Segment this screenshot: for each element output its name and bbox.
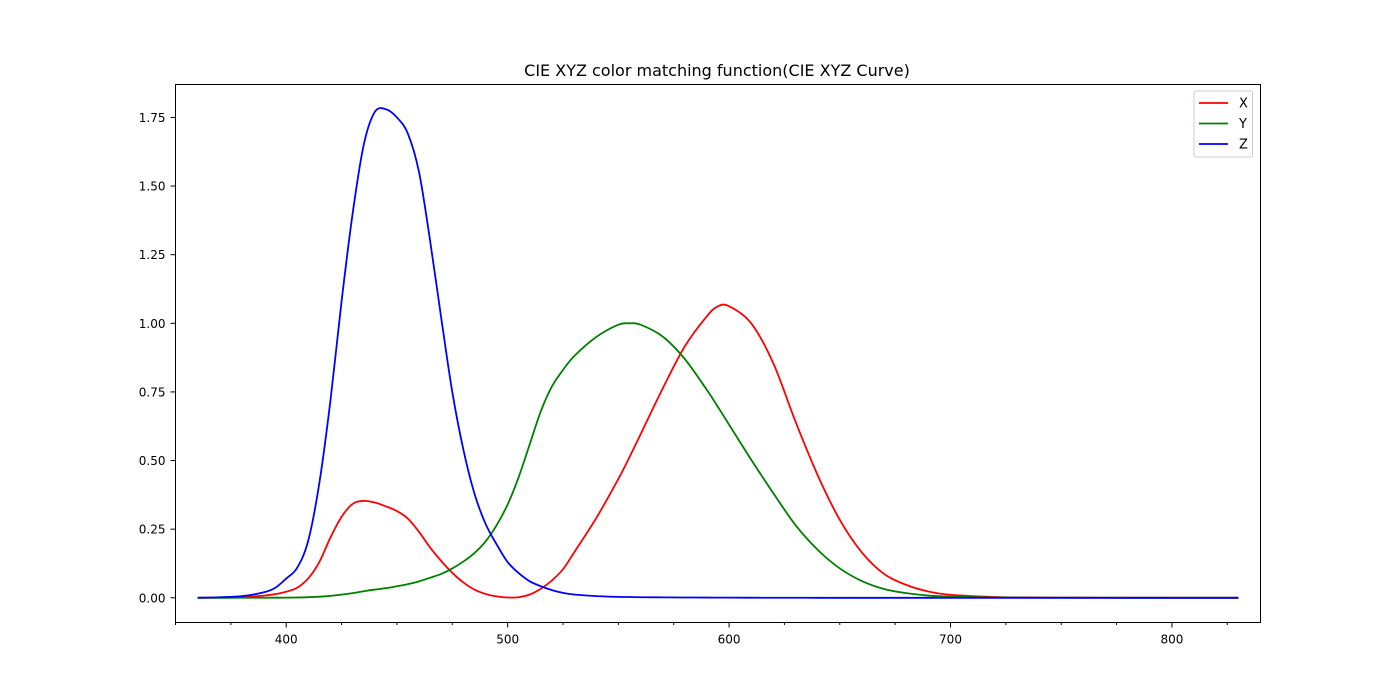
chart-title: CIE XYZ color matching function(CIE XYZ … xyxy=(524,61,910,80)
axes-frame xyxy=(175,84,1261,623)
series-line-x xyxy=(197,303,1239,599)
x-tick-label: 500 xyxy=(496,633,519,647)
x-tick-label: 600 xyxy=(718,633,741,647)
x-tick-label: 400 xyxy=(275,633,298,647)
legend: XYZ xyxy=(1193,90,1253,158)
series-line-z xyxy=(197,107,1239,599)
x-axis: 400 500 600 700 800 xyxy=(175,622,1228,647)
y-tick-label: 1.00 xyxy=(139,317,166,331)
y-tick-label: 0.25 xyxy=(139,523,166,537)
plot-area xyxy=(197,107,1239,599)
y-tick-label: 0.75 xyxy=(139,385,166,399)
y-axis: 0.00 0.25 0.50 0.75 1.00 1.25 1.50 1.75 xyxy=(139,111,176,605)
series-line-y xyxy=(197,322,1239,599)
legend-label-z: Z xyxy=(1239,138,1248,153)
y-tick-label: 1.75 xyxy=(139,111,166,125)
legend-label-y: Y xyxy=(1238,117,1247,132)
y-tick-label: 1.25 xyxy=(139,248,166,262)
y-tick-label: 0.00 xyxy=(139,591,166,605)
y-tick-label: 0.50 xyxy=(139,454,166,468)
x-tick-label: 800 xyxy=(1160,633,1183,647)
x-tick-label: 700 xyxy=(939,633,962,647)
y-tick-label: 1.50 xyxy=(139,180,166,194)
legend-label-x: X xyxy=(1239,97,1248,112)
